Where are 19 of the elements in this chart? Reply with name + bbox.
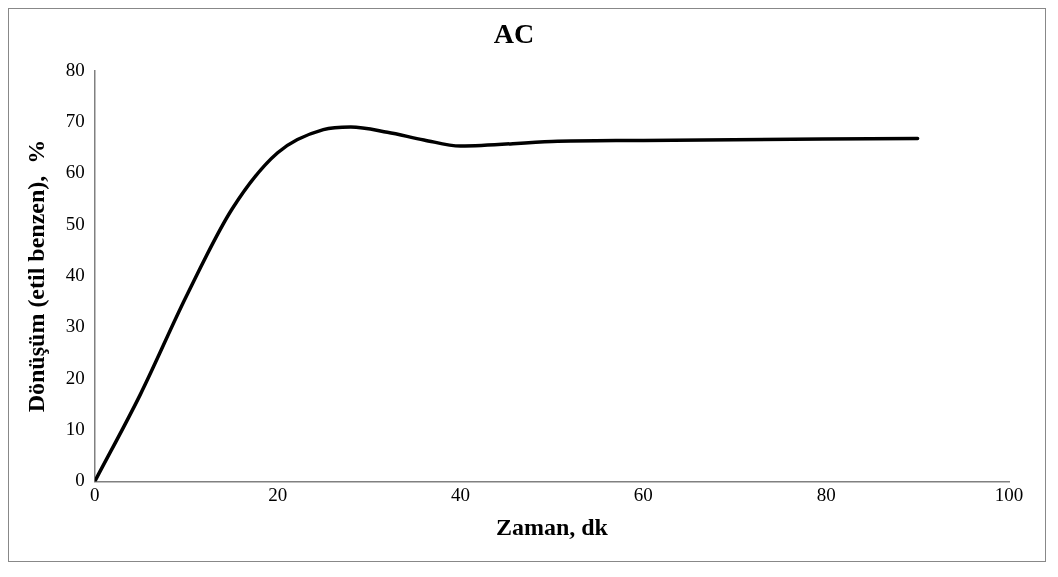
y-tick-label: 60 — [65, 161, 85, 183]
y-tick-label: 70 — [65, 109, 85, 131]
x-tick-label: 40 — [450, 483, 470, 505]
x-tick-label: 100 — [994, 483, 1024, 505]
chart-title: AC — [493, 18, 535, 50]
line-series — [94, 125, 920, 482]
x-tick-label: 20 — [268, 483, 288, 505]
y-tick-label: 30 — [65, 315, 85, 337]
y-tick-label: 80 — [65, 58, 85, 80]
y-tick-label: 20 — [65, 366, 85, 388]
x-axis-title: Zaman, dk — [495, 513, 609, 540]
y-tick-label: 50 — [65, 212, 85, 234]
x-tick-label: 80 — [816, 483, 836, 505]
y-axis-title: Dönüşüm (etil benzen), % — [22, 139, 49, 413]
y-tick-label: 0 — [75, 469, 85, 491]
x-tick-label: 60 — [633, 483, 653, 505]
x-tick-label: 0 — [90, 483, 100, 505]
y-tick-label: 10 — [65, 418, 85, 440]
y-tick-label: 40 — [65, 263, 85, 285]
